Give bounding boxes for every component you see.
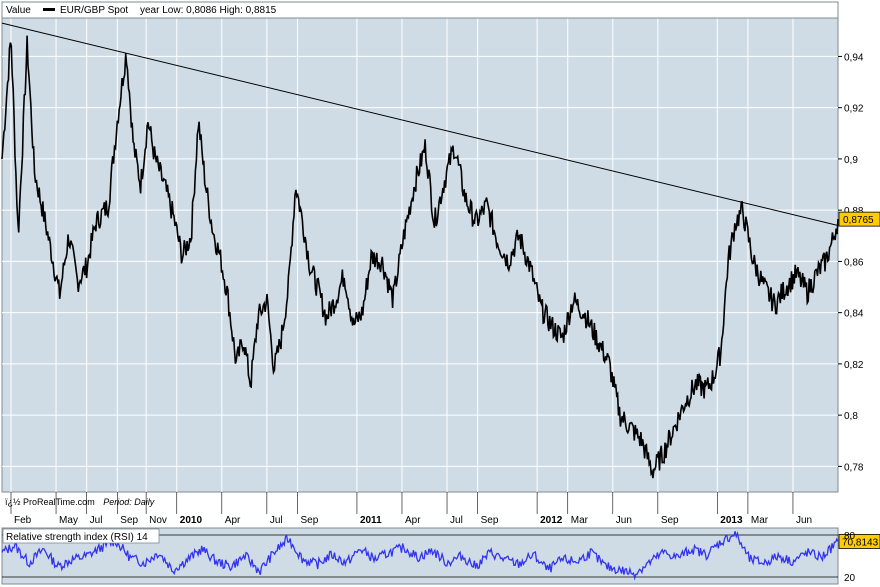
source-text: ï¿½ ProRealTime.com [5,497,95,507]
year-range-text: year Low: 0,8086 High: 0,8815 [140,5,277,16]
x-tick-label: 2012 [540,515,563,526]
x-tick-label: Mar [571,515,589,526]
x-tick-label: 2013 [720,515,743,526]
x-tick-label: Sep [661,515,679,526]
y-tick-label: 0,78 [844,462,864,473]
x-tick-label: Sep [300,515,318,526]
value-label: Value [6,5,31,16]
rsi-last-badge [838,534,880,549]
trend-line[interactable] [1,22,839,227]
rsi-last-value: 70,8143 [842,537,879,548]
x-tick-label: Jul [270,515,283,526]
x-tick-label: Sep [481,515,499,526]
header-bar [1,1,839,19]
x-tick-label: 2011 [360,515,382,526]
rsi-series-line[interactable] [1,531,839,581]
last-price-badge [838,211,880,227]
rsi-title: Relative strength index (RSI) 14 [6,532,148,543]
price-plot-area[interactable] [1,17,839,493]
x-tick-label: Jun [796,515,812,526]
rsi-title-box [2,528,160,544]
rsi-tick-label: 80 [844,531,856,542]
y-tick-label: 0,88 [844,206,864,217]
x-tick-label: Apr [225,515,241,526]
y-tick-label: 0,92 [844,104,864,115]
source-watermark: ï¿½ ProRealTime.com Period: Daily [5,497,155,507]
y-tick-label: 0,84 [844,309,864,320]
instrument-name: EUR/GBP Spot [60,5,128,16]
y-tick-label: 0,94 [844,52,864,63]
rsi-y-axis: 80 20 [844,531,856,584]
y-tick-label: 0,8 [844,411,858,422]
x-tick-label: Jun [616,515,632,526]
y-tick-label: 0,82 [844,360,864,371]
x-axis: Feb May Jul Sep Nov 2010 Apr Jul Sep 2011 Apr Jul Se… [10,492,812,526]
y-tick-label: 0,9 [844,155,858,166]
x-tick-label: Mar [751,515,769,526]
price-grid [2,18,838,492]
price-series-line[interactable] [1,35,839,479]
period-text: Period: Daily [103,497,155,507]
x-tick-label: Feb [14,515,32,526]
x-tick-label: Jul [450,515,463,526]
x-tick-label: Nov [149,515,167,526]
price-y-axis: 0,78 0,8 0,82 0,84 0,86 0,88 0,9 0,92 0,94 [838,52,864,473]
x-tick-label: 2010 [180,515,203,526]
last-price-value: 0,8765 [843,215,874,226]
rsi-tick-label: 20 [844,573,856,584]
x-tick-label: Apr [405,515,421,526]
x-tick-label: Jul [90,515,103,526]
series-legend-swatch [43,8,55,11]
y-tick-label: 0,86 [844,257,864,268]
x-tick-label: Sep [120,515,138,526]
x-tick-label: May [59,515,78,526]
